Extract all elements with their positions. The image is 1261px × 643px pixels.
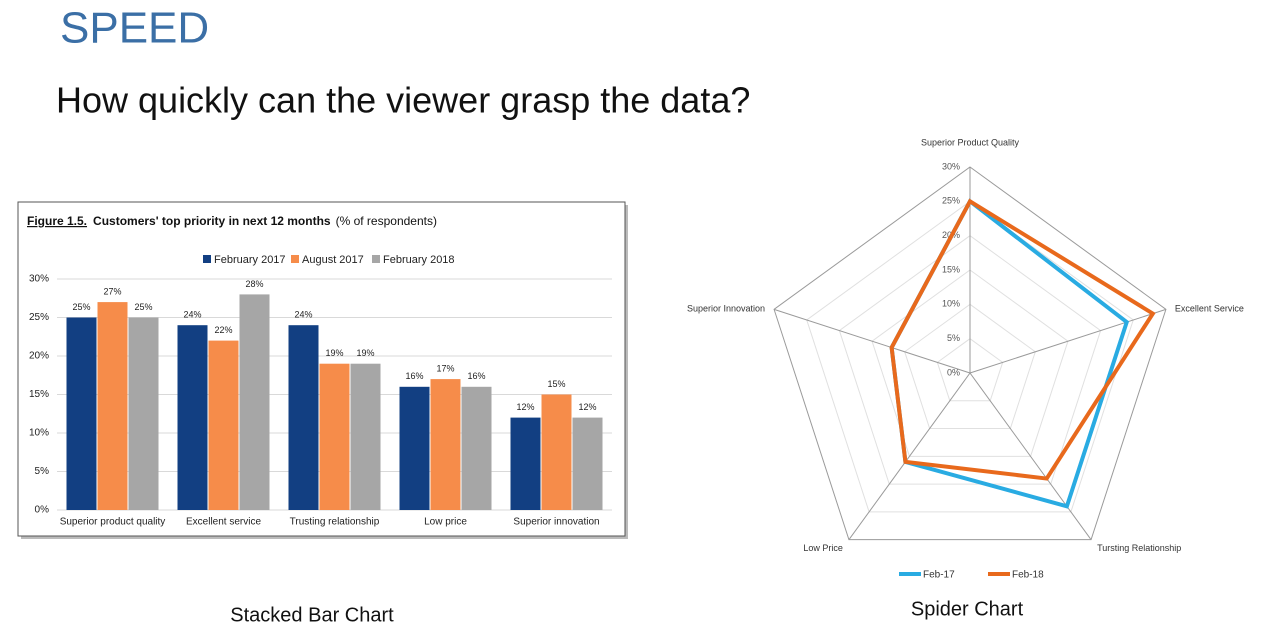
value-label: 19%	[325, 348, 343, 358]
r-tick-label: 25%	[942, 196, 960, 206]
bar	[288, 325, 319, 510]
bar	[319, 363, 350, 510]
x-tick-label: Low price	[424, 517, 467, 528]
caption: Spider Chart	[911, 598, 1024, 620]
axis-label: Low Price	[803, 543, 843, 553]
chart-title: Customers' top priority in next 12 month…	[93, 214, 331, 228]
value-label: 24%	[183, 310, 201, 320]
bar	[572, 417, 603, 510]
legend-swatch	[372, 255, 380, 263]
legend-swatch	[203, 255, 211, 263]
slide-title: SPEED	[60, 4, 209, 53]
value-label: 15%	[547, 379, 565, 389]
value-label: 19%	[356, 348, 374, 358]
axis-label: Excellent Service	[1175, 304, 1244, 314]
value-label: 24%	[294, 310, 312, 320]
y-tick-label: 0%	[35, 505, 50, 516]
axis-label: Superior Product Quality	[921, 137, 1020, 147]
legend-label: Feb-17	[923, 570, 955, 581]
y-tick-label: 15%	[29, 389, 49, 400]
y-tick-label: 30%	[29, 274, 49, 285]
bar	[350, 363, 381, 510]
spoke	[969, 372, 1092, 540]
r-tick-label: 10%	[942, 299, 960, 309]
bar	[66, 317, 97, 510]
value-label: 12%	[516, 402, 534, 412]
radar-line	[889, 198, 1130, 509]
x-tick-label: Excellent service	[186, 517, 261, 528]
spoke	[773, 308, 971, 374]
bar	[399, 386, 430, 510]
value-label: 28%	[245, 279, 263, 289]
bar	[208, 340, 239, 510]
y-tick-label: 25%	[29, 312, 49, 323]
bar-title: Figure 1.5. Customers' top priority in ne…	[27, 214, 437, 228]
value-label: 27%	[103, 286, 121, 296]
r-tick-label: 5%	[947, 333, 960, 343]
r-tick-label: 30%	[942, 161, 960, 171]
r-tick-label: 0%	[947, 367, 960, 377]
legend-label: February 2017	[214, 254, 286, 266]
grid-ring	[838, 235, 1102, 485]
bar	[510, 417, 541, 510]
slide-subtitle: How quickly can the viewer grasp the dat…	[56, 80, 750, 121]
x-tick-label: Trusting relationship	[290, 517, 380, 528]
value-label: 25%	[134, 302, 152, 312]
axis-label: Tursting Relationship	[1097, 543, 1181, 553]
radar-line	[889, 198, 1156, 481]
bar	[461, 386, 492, 510]
x-tick-label: Superior innovation	[513, 517, 599, 528]
grid-ring	[904, 303, 1036, 430]
bar	[541, 394, 572, 510]
bar	[430, 379, 461, 510]
grid-ring	[806, 200, 1134, 513]
y-tick-label: 5%	[35, 466, 50, 477]
value-label: 25%	[72, 302, 90, 312]
grid-ring	[936, 338, 1004, 402]
figure-label: Figure 1.5.	[27, 214, 87, 228]
legend-label: August 2017	[302, 254, 364, 266]
legend-label: February 2018	[383, 254, 455, 266]
value-label: 16%	[405, 371, 423, 381]
value-label: 22%	[214, 325, 232, 335]
value-label: 17%	[436, 363, 454, 373]
grid-ring	[871, 269, 1069, 457]
r-tick-label: 15%	[942, 264, 960, 274]
legend-label: Feb-18	[1012, 570, 1044, 581]
value-label: 16%	[467, 371, 485, 381]
spoke	[969, 308, 1167, 374]
bar	[97, 302, 128, 510]
caption: Stacked Bar Chart	[230, 604, 394, 626]
y-tick-label: 20%	[29, 351, 49, 362]
x-tick-label: Superior product quality	[60, 517, 166, 528]
axis-label: Superior Innovation	[687, 304, 765, 314]
y-tick-label: 10%	[29, 428, 49, 439]
spoke	[848, 372, 971, 540]
bar	[239, 294, 270, 510]
bar	[128, 317, 159, 510]
legend-swatch	[291, 255, 299, 263]
bar	[177, 325, 208, 510]
grid-ring	[773, 166, 1167, 541]
value-label: 12%	[578, 402, 596, 412]
chart-subtitle: (% of respondents)	[336, 214, 437, 228]
